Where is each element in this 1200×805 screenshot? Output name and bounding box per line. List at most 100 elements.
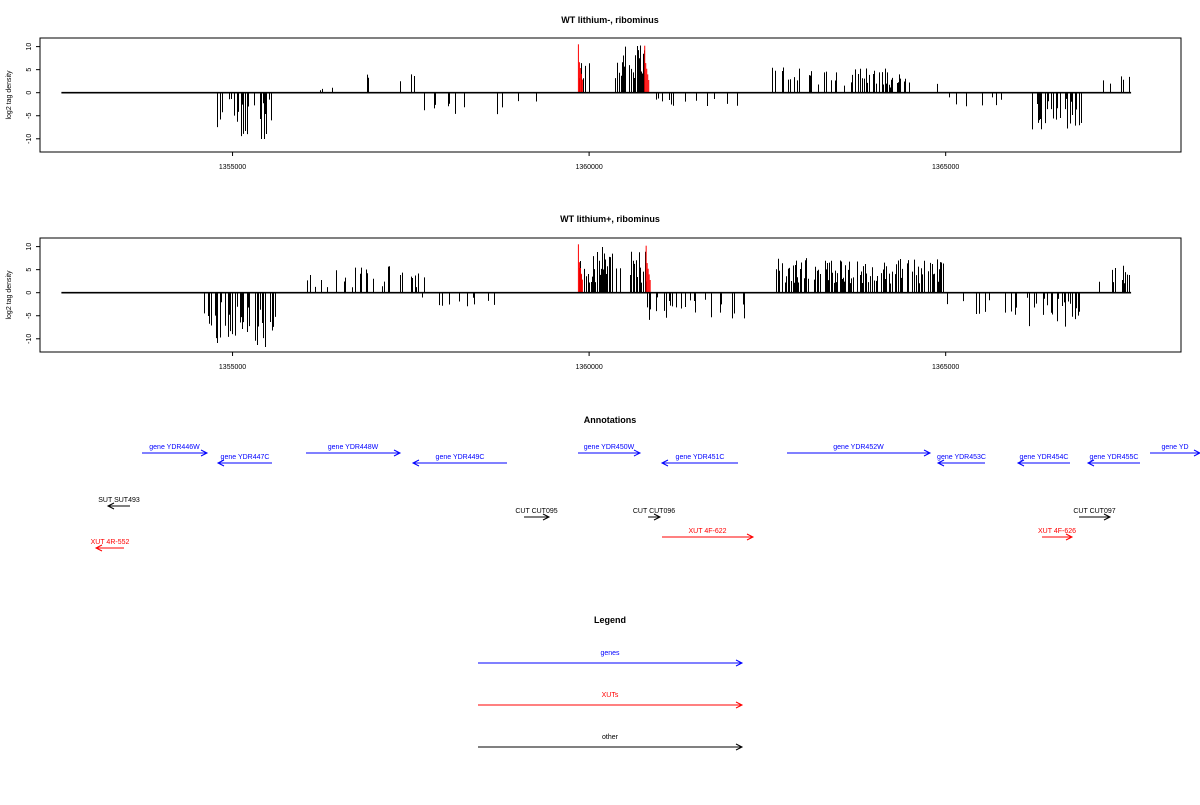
arrow-head bbox=[735, 659, 744, 667]
annotation-label: XUT 4F-622 bbox=[689, 528, 727, 535]
annotation-label: gene YDR447C bbox=[221, 454, 270, 461]
arrow-head bbox=[1193, 449, 1200, 457]
annotation-label: gene YDR450W bbox=[584, 444, 635, 451]
panel-title: WT lithium-, ribominus bbox=[561, 15, 659, 25]
legend-title: Legend bbox=[594, 615, 626, 625]
y-tick-label: -5 bbox=[26, 113, 33, 119]
y-axis-label: log2 tag density bbox=[6, 70, 13, 120]
legend-label: XUTs bbox=[602, 692, 619, 699]
y-tick-label: -10 bbox=[26, 134, 33, 144]
annotation-feature: gene YDR453C bbox=[936, 454, 986, 467]
annotation-feature: CUT CUT095 bbox=[515, 508, 558, 521]
red-peaks bbox=[577, 44, 650, 93]
x-tick-label: 1360000 bbox=[575, 364, 602, 371]
arrow-head bbox=[660, 459, 669, 467]
arrow-head bbox=[542, 513, 551, 521]
arrow-head bbox=[94, 544, 103, 552]
plot-frame bbox=[39, 237, 1182, 353]
y-tick-label: -5 bbox=[26, 313, 33, 319]
legend-entry: other bbox=[478, 734, 744, 751]
x-tick-label: 1355000 bbox=[219, 364, 246, 371]
annotation-label: CUT CUT096 bbox=[633, 508, 675, 515]
arrow-head bbox=[1103, 513, 1112, 521]
annotation-label: gene YDR454C bbox=[1020, 454, 1069, 461]
arrow-head bbox=[735, 743, 744, 751]
annotation-feature: gene YDR450W bbox=[578, 444, 642, 457]
arrow-head bbox=[923, 449, 932, 457]
legend-entry: XUTs bbox=[478, 692, 744, 709]
annotation-label: CUT CUT097 bbox=[1073, 508, 1115, 515]
arrow-head bbox=[746, 533, 755, 541]
annotation-label: gene YDR448W bbox=[328, 444, 379, 451]
y-axis-ticks: 10 5 0 -5 -10 bbox=[26, 243, 40, 344]
annotation-label: XUT 4R-552 bbox=[91, 539, 130, 546]
y-axis-ticks: 10 5 0 -5 -10 bbox=[26, 43, 40, 144]
annotation-label: gene YDR453C bbox=[937, 454, 986, 461]
annotation-label: gene YDR452W bbox=[833, 444, 884, 451]
annotation-label: gene YDR455C bbox=[1090, 454, 1139, 461]
annotation-label: XUT 4F-626 bbox=[1038, 528, 1076, 535]
annotation-feature: XUT 4F-622 bbox=[662, 528, 755, 541]
annotation-feature: gene YDR447C bbox=[216, 454, 272, 467]
annotation-label: CUT CUT095 bbox=[515, 508, 557, 515]
annotation-feature: gene YDR448W bbox=[306, 444, 402, 457]
x-tick-label: 1360000 bbox=[575, 164, 602, 171]
panel-lithium-minus: WT lithium-, ribominus log2 tag density … bbox=[6, 15, 1182, 171]
y-tick-label: 5 bbox=[26, 68, 33, 72]
annotation-feature: gene YDR449C bbox=[411, 454, 507, 467]
y-tick-label: 10 bbox=[26, 243, 33, 251]
legend-entry: genes bbox=[478, 650, 744, 667]
y-tick-label: 10 bbox=[26, 43, 33, 51]
annotation-label: gene YDR449C bbox=[436, 454, 485, 461]
arrow-head bbox=[633, 449, 642, 457]
annotation-feature: CUT CUT096 bbox=[633, 508, 675, 521]
arrow-head bbox=[393, 449, 402, 457]
annotation-feature: gene YDR452W bbox=[787, 444, 932, 457]
legend-label: other bbox=[602, 734, 619, 741]
arrow-head bbox=[735, 701, 744, 709]
x-tick-label: 1365000 bbox=[932, 164, 959, 171]
annotation-features: gene YDR446W gene YDR447C gene YDR448W gene… bbox=[91, 444, 1200, 552]
arrow-head bbox=[653, 513, 662, 521]
legend-entries: genes XUTs other bbox=[478, 650, 744, 751]
density-bars bbox=[217, 45, 1130, 140]
annotations-title: Annotations bbox=[584, 415, 637, 425]
annotation-feature: gene YDR451C bbox=[660, 454, 738, 467]
plot-frame bbox=[39, 37, 1182, 153]
y-tick-label: -10 bbox=[26, 334, 33, 344]
arrow-head bbox=[216, 459, 225, 467]
annotation-feature: XUT 4F-626 bbox=[1038, 528, 1076, 541]
annotation-feature: gene YD bbox=[1150, 444, 1200, 457]
annotation-feature: gene YDR446W bbox=[142, 444, 209, 457]
density-bars bbox=[204, 247, 1130, 348]
annotation-feature: CUT CUT097 bbox=[1073, 508, 1116, 521]
annotation-label: gene YDR451C bbox=[676, 454, 725, 461]
arrow-head bbox=[936, 459, 945, 467]
y-tick-label: 0 bbox=[26, 291, 33, 295]
annotation-feature: XUT 4R-552 bbox=[91, 539, 130, 552]
arrow-head bbox=[411, 459, 420, 467]
red-peaks bbox=[577, 244, 651, 293]
legend: Legend genes XUTs other bbox=[478, 615, 744, 751]
arrow-head bbox=[1065, 533, 1074, 541]
arrow-head bbox=[200, 449, 209, 457]
annotation-label: SUT SUT493 bbox=[98, 497, 140, 504]
legend-label: genes bbox=[600, 650, 620, 657]
x-tick-label: 1365000 bbox=[932, 364, 959, 371]
y-axis-label: log2 tag density bbox=[6, 270, 13, 320]
x-axis-ticks: 1355000 1360000 1365000 bbox=[219, 352, 959, 371]
x-tick-label: 1355000 bbox=[219, 164, 246, 171]
annotation-feature: SUT SUT493 bbox=[98, 497, 140, 510]
panel-title: WT lithium+, ribominus bbox=[560, 214, 660, 224]
annotation-feature: gene YDR455C bbox=[1086, 454, 1140, 467]
panel-lithium-plus: WT lithium+, ribominus log2 tag density … bbox=[6, 214, 1182, 371]
arrow-head bbox=[106, 502, 115, 510]
annotation-feature: gene YDR454C bbox=[1016, 454, 1070, 467]
y-tick-label: 5 bbox=[26, 268, 33, 272]
arrow-head bbox=[1016, 459, 1025, 467]
annotation-label: gene YDR446W bbox=[149, 444, 200, 451]
arrow-head bbox=[1086, 459, 1095, 467]
